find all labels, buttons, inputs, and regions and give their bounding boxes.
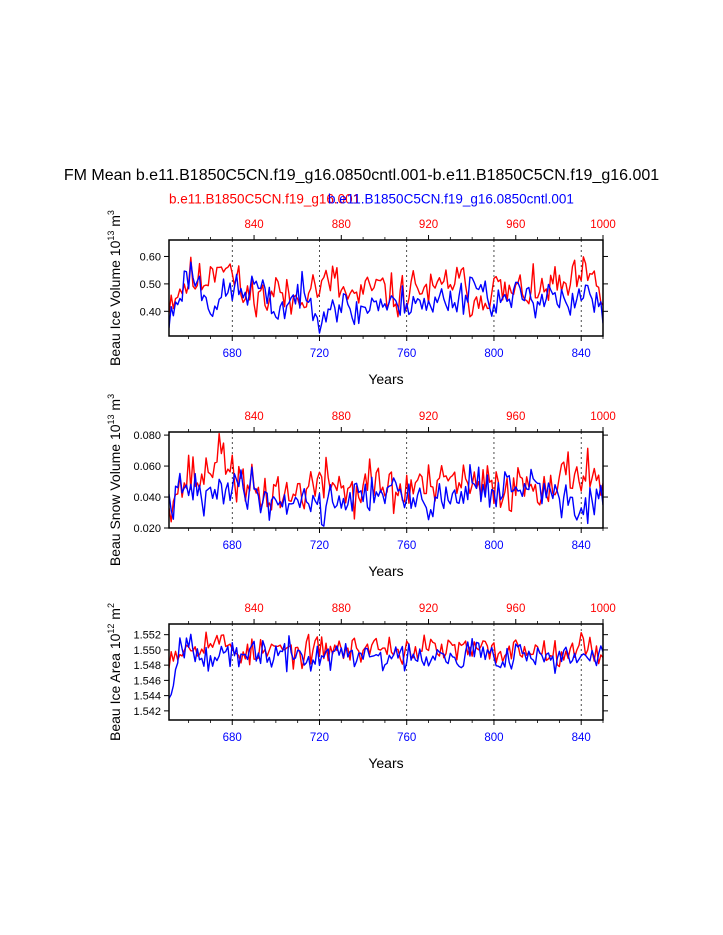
y-tick-label: 1.544 <box>133 691 161 703</box>
top-tick-label: 840 <box>244 411 263 423</box>
y-axis-title-exponent: 3 <box>106 210 116 215</box>
blue-series-line <box>169 633 603 699</box>
blue-series-line <box>169 464 603 527</box>
x-axis-title: Years <box>368 755 403 771</box>
y-tick-label: 0.020 <box>133 523 161 535</box>
y-tick-label: 1.546 <box>133 675 161 687</box>
y-tick-label: 1.550 <box>133 645 161 657</box>
bottom-tick-label: 840 <box>572 540 591 552</box>
top-tick-label: 1000 <box>590 603 616 615</box>
bottom-tick-label: 760 <box>397 540 416 552</box>
plot-frame <box>168 431 604 529</box>
top-tick-label: 960 <box>506 603 525 615</box>
y-axis-title: Beau Ice Volume 1013 m3 <box>106 210 123 366</box>
blue-series-line <box>169 261 603 334</box>
top-tick-label: 880 <box>332 411 351 423</box>
bottom-tick-label: 840 <box>572 348 591 360</box>
y-axis-title-exponent: 2 <box>106 603 116 608</box>
bottom-tick-label: 760 <box>397 348 416 360</box>
y-axis-title-exponent: 12 <box>106 624 116 634</box>
y-tick-label: 0.50 <box>140 279 161 291</box>
bottom-tick-label: 800 <box>484 348 503 360</box>
y-tick-label: 1.542 <box>133 706 161 718</box>
top-tick-label: 920 <box>419 411 438 423</box>
plot-frame <box>168 239 604 337</box>
legend-red-label: b.e11.B1850C5CN.f19_g16.001 <box>169 192 360 207</box>
bottom-tick-label: 800 <box>484 540 503 552</box>
ice-area-panel: 680 720 760 800 840 840 880 920 960 1000 1.542 1.54… <box>106 603 616 771</box>
legend-blue-label: b.e11.B1850C5CN.f19_g16.0850cntl.001 <box>328 192 574 207</box>
y-axis-title-exponent: 3 <box>106 394 116 399</box>
bottom-tick-label: 840 <box>572 732 591 744</box>
ice-volume-panel: 680 720 760 800 840 840 880 920 960 1000 0.40 0.50 0… <box>106 210 616 387</box>
y-axis-title-part: m <box>107 399 123 415</box>
bottom-tick-label: 720 <box>310 540 329 552</box>
top-tick-label: 920 <box>419 219 438 231</box>
y-tick-label: 0.60 <box>140 251 161 263</box>
y-axis-title-part: m <box>107 608 123 624</box>
bottom-tick-label: 720 <box>310 732 329 744</box>
bottom-tick-label: 680 <box>223 540 242 552</box>
red-series-line <box>169 631 603 670</box>
y-axis-title-exponent: 13 <box>106 231 116 241</box>
y-axis-title-exponent: 13 <box>106 414 116 424</box>
x-axis-title: Years <box>368 563 403 579</box>
y-tick-label: 1.548 <box>133 660 161 672</box>
y-axis-title-part: Beau Snow Volume 10 <box>107 424 123 566</box>
bottom-tick-label: 680 <box>223 348 242 360</box>
y-tick-label: 0.40 <box>140 306 161 318</box>
top-tick-label: 960 <box>506 219 525 231</box>
top-tick-label: 840 <box>244 603 263 615</box>
y-axis-title-part: Beau Ice Volume 10 <box>107 240 123 366</box>
figure-title: FM Mean b.e11.B1850C5CN.f19_g16.0850cntl… <box>64 167 659 184</box>
y-axis-title-part: m <box>107 215 123 231</box>
bottom-tick-label: 680 <box>223 732 242 744</box>
y-tick-label: 0.080 <box>133 430 161 442</box>
y-tick-label: 0.040 <box>133 492 161 504</box>
y-axis-title-part: Beau Ice Area 10 <box>107 633 123 741</box>
bottom-tick-label: 720 <box>310 348 329 360</box>
y-tick-label: 1.552 <box>133 630 161 642</box>
y-axis-title: Beau Ice Area 1012 m2 <box>106 603 123 741</box>
bottom-tick-label: 800 <box>484 732 503 744</box>
y-axis-title: Beau Snow Volume 1013 m3 <box>106 394 123 566</box>
snow-volume-panel: 680 720 760 800 840 840 880 920 960 1000 0.020 0.04… <box>106 394 616 579</box>
top-tick-label: 840 <box>244 219 263 231</box>
y-tick-label: 0.060 <box>133 461 161 473</box>
bottom-tick-label: 760 <box>397 732 416 744</box>
plot-frame <box>168 623 604 721</box>
top-tick-label: 920 <box>419 603 438 615</box>
x-axis-title: Years <box>368 371 403 387</box>
top-tick-label: 1000 <box>590 219 616 231</box>
top-tick-label: 880 <box>332 219 351 231</box>
top-tick-label: 1000 <box>590 411 616 423</box>
top-tick-label: 960 <box>506 411 525 423</box>
top-tick-label: 880 <box>332 603 351 615</box>
